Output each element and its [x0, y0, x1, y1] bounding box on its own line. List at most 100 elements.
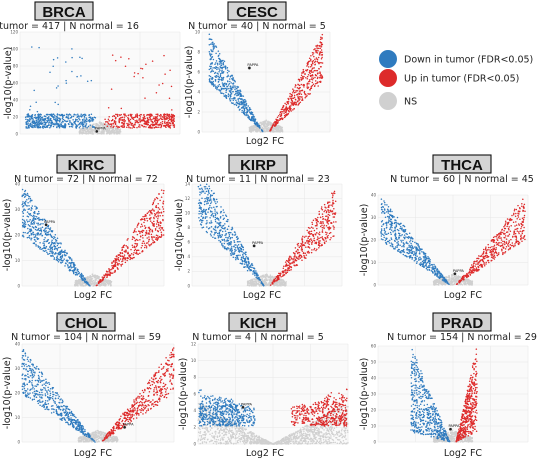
down-point — [226, 71, 229, 74]
ns-point — [268, 276, 271, 279]
down-point — [44, 126, 46, 128]
down-point — [46, 119, 48, 122]
ytick-label-kirp: 6 — [187, 240, 190, 245]
up-point — [297, 97, 300, 99]
down-point — [230, 88, 233, 90]
down-point — [239, 240, 241, 243]
up-point — [102, 278, 104, 281]
ns-point — [281, 278, 284, 281]
up-point — [120, 113, 122, 116]
up-point — [138, 117, 141, 120]
up-point — [155, 113, 157, 116]
down-point — [55, 126, 58, 128]
ns-point — [265, 125, 268, 127]
down-point — [60, 242, 62, 245]
up-point — [116, 259, 118, 261]
ytick-label-cesc: 10 — [195, 29, 201, 34]
down-point — [75, 127, 78, 129]
down-point — [69, 114, 72, 116]
ns-point — [108, 129, 110, 132]
up-point — [311, 84, 314, 87]
up-point — [111, 54, 114, 56]
up-point — [115, 255, 118, 257]
up-point — [312, 83, 315, 86]
down-point — [237, 243, 240, 246]
down-point — [36, 126, 39, 128]
ns-point — [98, 276, 100, 278]
up-point — [310, 58, 312, 61]
up-point — [280, 110, 282, 113]
up-point — [118, 126, 121, 129]
down-point — [91, 120, 94, 122]
up-point — [314, 58, 316, 61]
down-point — [36, 222, 38, 225]
up-point — [136, 226, 138, 228]
up-point — [152, 236, 155, 238]
ns-point — [89, 278, 92, 281]
ytick-label-cesc: 6 — [197, 69, 200, 74]
up-point — [151, 203, 154, 206]
down-point — [22, 206, 24, 208]
down-point — [227, 87, 229, 90]
ns-point — [257, 280, 259, 282]
up-point — [148, 238, 150, 240]
up-point — [142, 119, 144, 121]
down-point — [38, 124, 40, 126]
down-point — [246, 263, 248, 266]
up-point — [151, 114, 153, 117]
down-point — [70, 116, 73, 119]
up-point — [145, 246, 148, 249]
up-point — [146, 217, 148, 220]
down-point — [50, 122, 52, 125]
up-point — [157, 222, 160, 224]
up-point — [145, 230, 148, 232]
down-point — [36, 123, 39, 125]
up-point — [314, 82, 317, 85]
down-point — [209, 233, 212, 235]
down-point — [75, 271, 78, 274]
down-point — [232, 76, 234, 79]
ns-point — [279, 125, 282, 128]
down-point — [208, 68, 211, 71]
up-point — [284, 115, 287, 118]
up-point — [119, 114, 121, 117]
up-point — [292, 90, 295, 92]
down-point — [39, 117, 42, 120]
down-point — [90, 79, 93, 82]
down-point — [50, 252, 53, 254]
down-point — [89, 124, 91, 126]
up-point — [163, 117, 166, 119]
down-point — [238, 105, 240, 107]
up-point — [320, 61, 322, 64]
ns-point — [265, 121, 267, 123]
down-point — [46, 234, 48, 236]
down-point — [86, 80, 89, 82]
down-point — [218, 57, 220, 60]
up-point — [117, 256, 120, 259]
down-point — [44, 124, 46, 126]
up-point — [319, 51, 322, 53]
down-point — [235, 93, 237, 95]
up-point — [312, 53, 314, 56]
down-point — [51, 241, 54, 244]
up-point — [107, 270, 109, 273]
down-point — [212, 70, 215, 73]
up-point — [141, 242, 144, 245]
down-point — [57, 103, 59, 106]
down-point — [210, 220, 212, 222]
ns-point — [250, 283, 252, 286]
ns-point — [268, 128, 270, 130]
up-point — [163, 124, 165, 127]
up-point — [154, 118, 157, 120]
up-point — [144, 97, 146, 99]
down-point — [62, 114, 65, 117]
up-point — [316, 52, 319, 54]
down-point — [52, 65, 54, 68]
down-point — [51, 239, 53, 242]
up-point — [139, 238, 141, 241]
down-point — [35, 121, 38, 123]
ns-point — [269, 274, 272, 276]
down-point — [226, 67, 229, 69]
down-point — [205, 230, 208, 233]
up-point — [147, 119, 150, 121]
